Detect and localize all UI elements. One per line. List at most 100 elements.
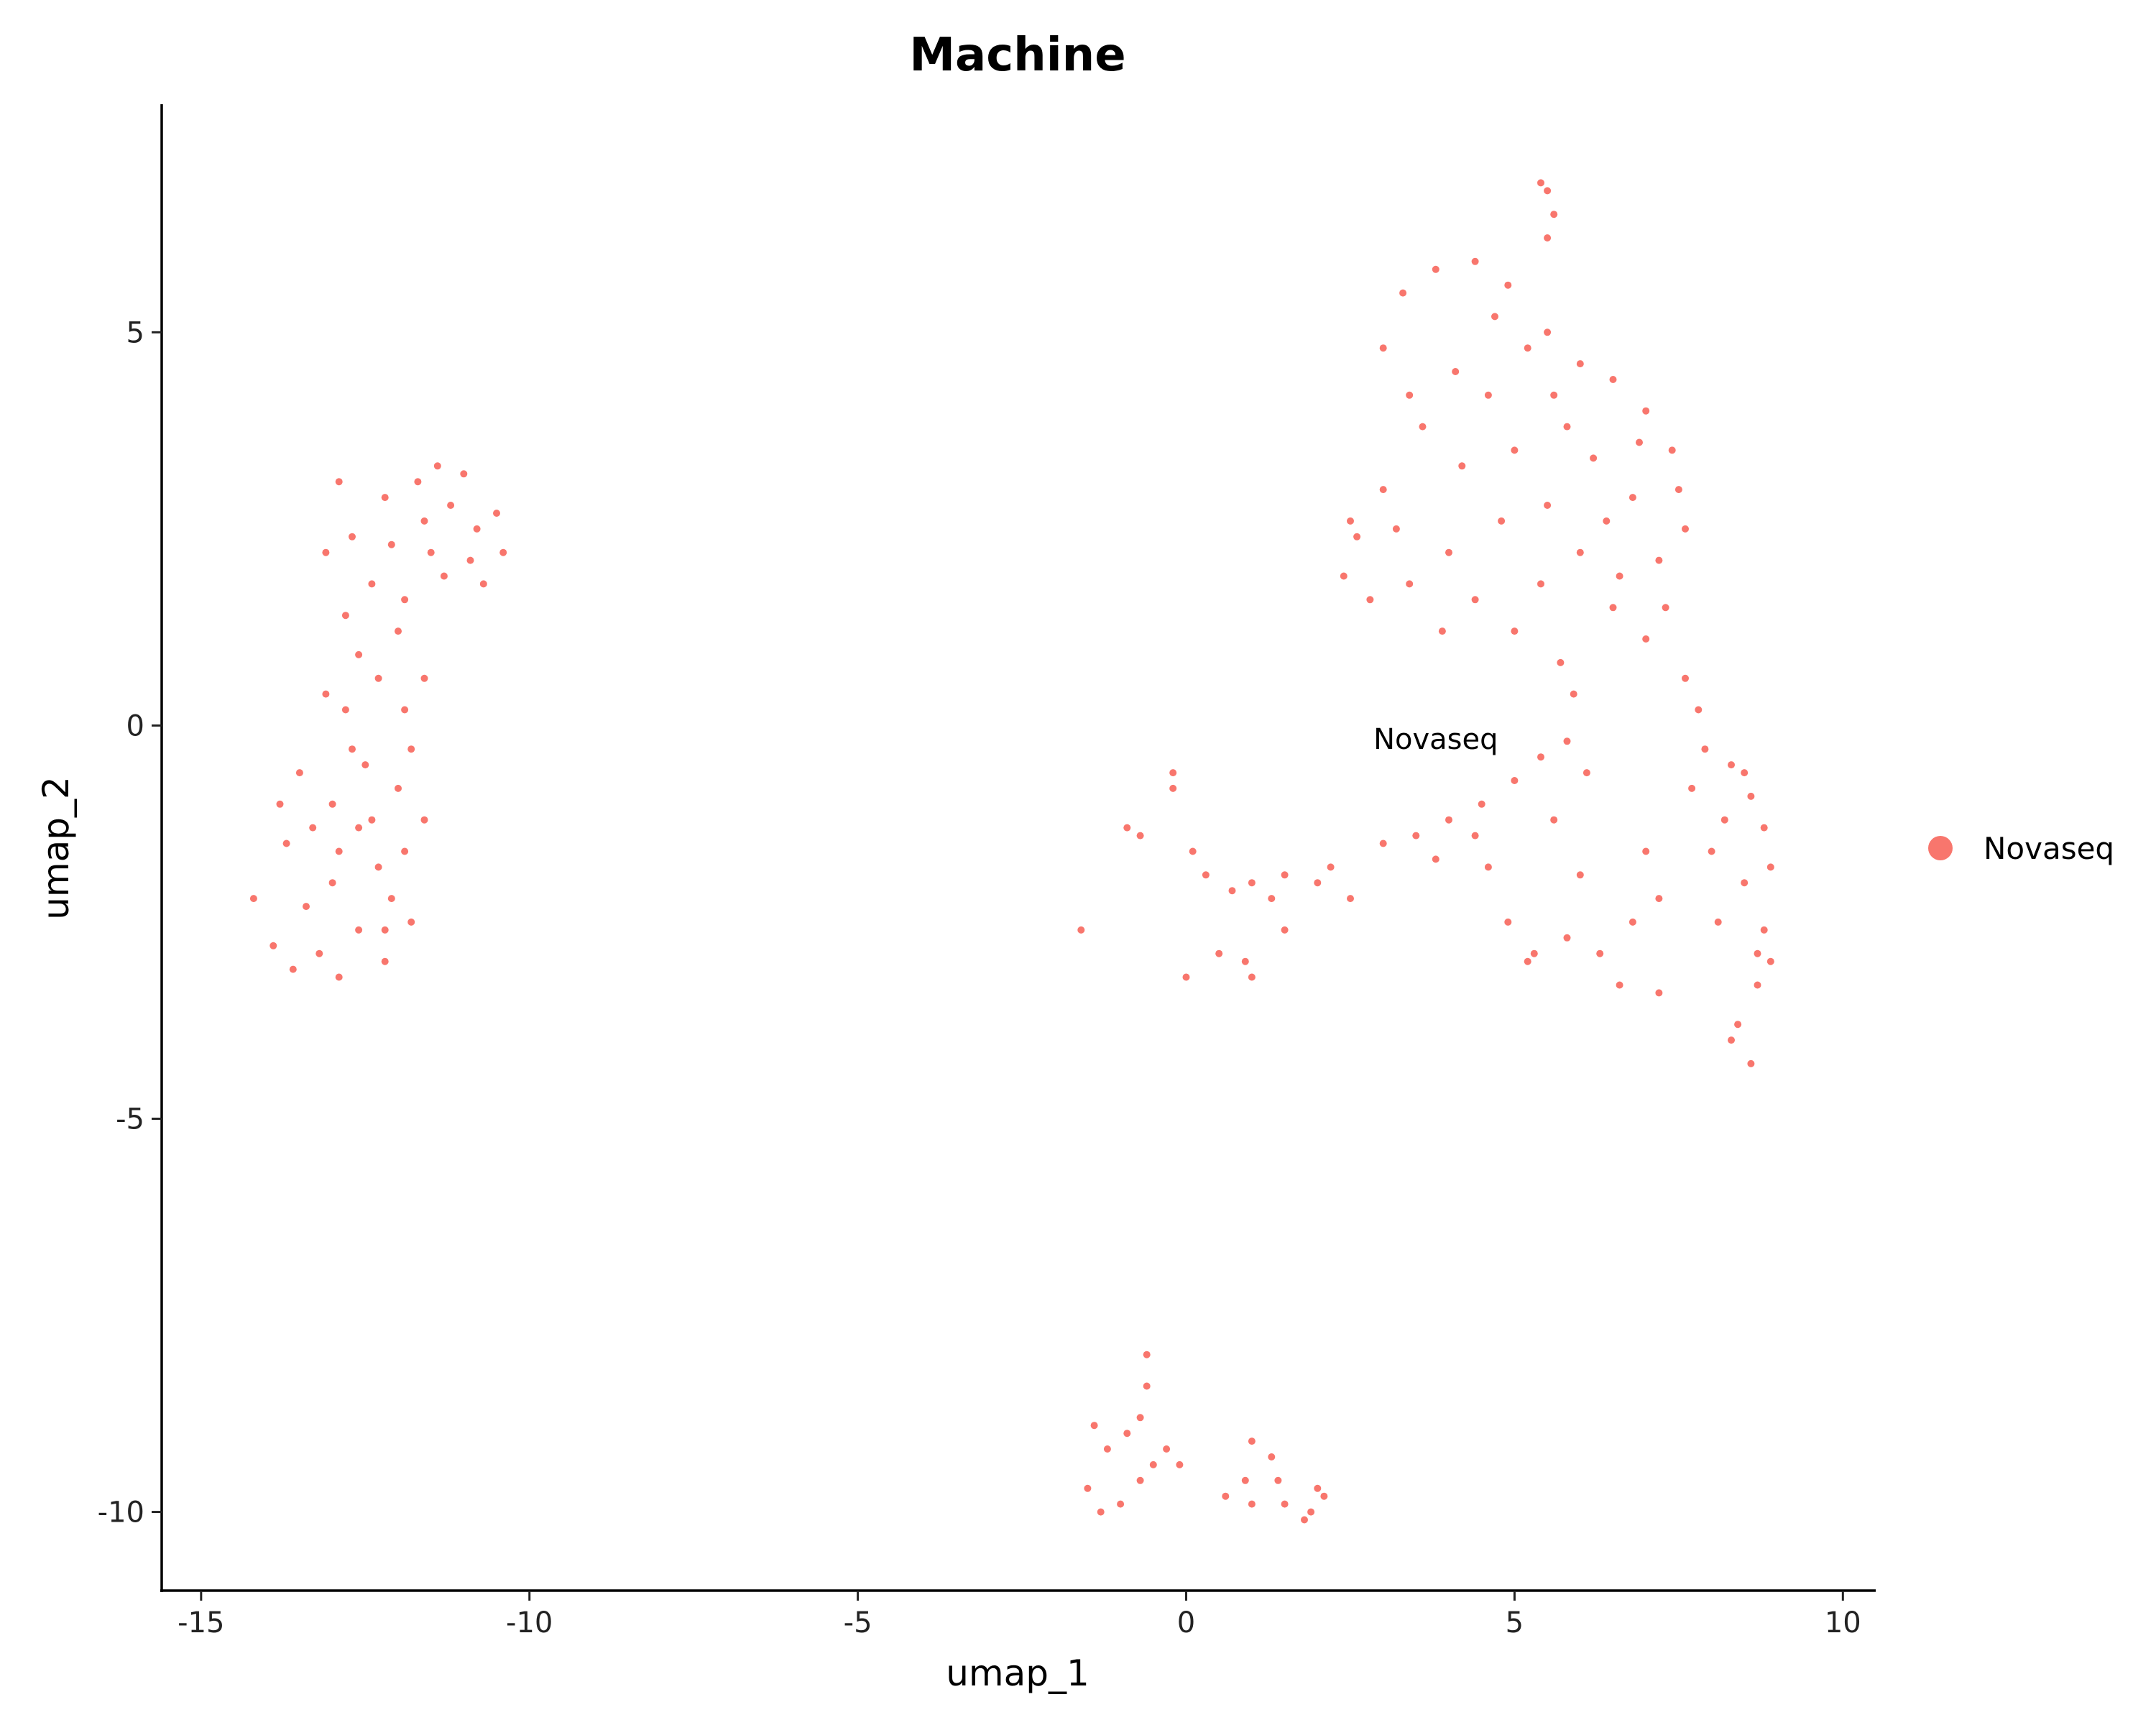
point-0-139 (1563, 934, 1571, 942)
point-0-168 (1084, 1484, 1092, 1492)
point-0-61 (1642, 407, 1650, 415)
y-axis-label: umap_2 (35, 776, 77, 920)
point-0-51 (401, 706, 409, 714)
point-0-148 (1616, 981, 1623, 989)
point-0-120 (1754, 949, 1761, 957)
point-0-78 (1445, 548, 1452, 556)
point-0-69 (1511, 446, 1519, 454)
y-axis-ticks: -10 -5 0 5 (98, 316, 162, 1530)
y-tick-label: 5 (126, 316, 144, 349)
point-0-104 (1682, 674, 1689, 682)
point-0-84 (1655, 556, 1663, 564)
point-0-97 (1636, 438, 1643, 446)
point-0-172 (1149, 1460, 1157, 1468)
point-0-118 (1708, 847, 1715, 855)
point-0-137 (1504, 918, 1512, 926)
point-0-42 (322, 548, 330, 556)
point-0-73 (1379, 486, 1387, 494)
point-0-152 (1570, 690, 1577, 698)
point-0-2 (328, 800, 336, 808)
chart-title: Machine (909, 29, 1125, 82)
point-0-158 (1136, 832, 1144, 840)
point-0-151 (1563, 737, 1571, 745)
point-0-117 (1714, 918, 1722, 926)
point-0-16 (322, 690, 330, 698)
point-0-6 (270, 942, 277, 949)
point-0-71 (1452, 368, 1460, 375)
point-0-54 (1399, 289, 1407, 297)
point-0-182 (1248, 1500, 1256, 1508)
point-0-26 (309, 824, 317, 832)
point-0-45 (387, 540, 395, 548)
point-0-153 (1557, 658, 1565, 666)
x-tick-label: 10 (1825, 1606, 1861, 1639)
point-0-160 (1182, 973, 1190, 981)
cluster-annotation: Novaseq (1373, 723, 1498, 756)
point-0-0 (282, 840, 290, 847)
point-0-49 (395, 627, 402, 635)
point-0-59 (1576, 360, 1584, 368)
point-0-75 (1340, 572, 1348, 580)
x-tick-label: 5 (1506, 1606, 1524, 1639)
point-0-183 (1281, 1500, 1289, 1508)
point-0-167 (1327, 863, 1335, 871)
point-0-177 (1143, 1351, 1151, 1358)
point-0-41 (401, 596, 409, 604)
point-0-189 (1274, 1476, 1282, 1484)
point-0-29 (276, 800, 284, 808)
point-0-15 (374, 674, 382, 682)
point-0-65 (1642, 635, 1650, 643)
point-0-169 (1097, 1508, 1105, 1516)
point-0-86 (1406, 391, 1414, 399)
point-0-67 (1576, 548, 1584, 556)
point-0-130 (1379, 840, 1387, 847)
point-0-83 (1628, 494, 1636, 502)
point-0-190 (1241, 1476, 1249, 1484)
point-0-126 (1248, 879, 1256, 887)
legend: Novaseq (1928, 831, 2114, 866)
point-0-156 (1169, 784, 1177, 792)
point-0-7 (315, 949, 323, 957)
point-0-129 (1347, 895, 1354, 903)
point-0-82 (1590, 454, 1598, 462)
point-0-185 (1320, 1492, 1328, 1500)
point-0-155 (1169, 769, 1177, 777)
point-0-143 (1642, 847, 1650, 855)
point-0-28 (381, 926, 389, 934)
point-0-60 (1609, 376, 1617, 383)
point-0-161 (1241, 957, 1249, 965)
point-0-99 (1491, 313, 1498, 321)
point-0-66 (1609, 604, 1617, 612)
x-axis-label: umap_1 (946, 1652, 1089, 1694)
point-0-186 (1307, 1508, 1315, 1516)
point-0-163 (1281, 926, 1289, 934)
y-tick-label: -5 (116, 1103, 144, 1136)
point-0-180 (1090, 1422, 1098, 1430)
point-0-72 (1419, 423, 1427, 431)
point-0-191 (1314, 1484, 1322, 1492)
point-0-62 (1668, 446, 1676, 454)
point-0-19 (289, 965, 297, 973)
point-0-98 (1392, 525, 1400, 533)
point-0-96 (1458, 462, 1466, 470)
point-0-128 (1314, 879, 1322, 887)
point-0-178 (1163, 1445, 1171, 1453)
point-0-147 (1432, 855, 1439, 863)
point-0-107 (1741, 879, 1749, 887)
point-0-105 (1701, 745, 1709, 753)
point-0-40 (368, 580, 376, 588)
point-0-164 (1215, 949, 1223, 957)
point-0-68 (1544, 502, 1552, 509)
point-0-188 (1248, 1438, 1256, 1445)
point-0-39 (493, 510, 500, 517)
point-0-165 (1189, 847, 1197, 855)
point-0-141 (1628, 918, 1636, 926)
data-points (249, 179, 1774, 1524)
point-0-43 (440, 572, 448, 580)
point-0-144 (1576, 871, 1584, 879)
point-0-94 (1616, 572, 1623, 580)
point-0-140 (1596, 949, 1604, 957)
point-0-171 (1136, 1476, 1144, 1484)
point-0-57 (1504, 281, 1512, 289)
